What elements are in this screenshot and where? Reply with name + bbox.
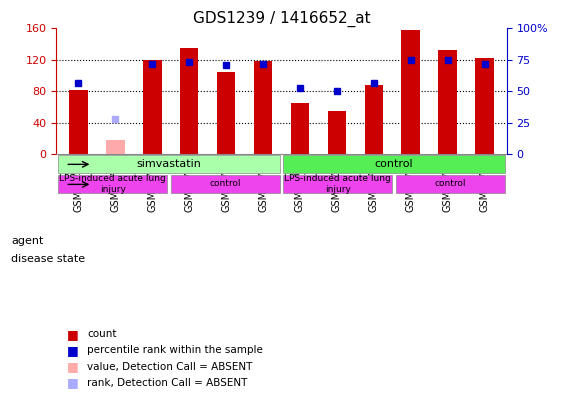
Title: GDS1239 / 1416652_at: GDS1239 / 1416652_at (193, 11, 370, 27)
Text: rank, Detection Call = ABSENT: rank, Detection Call = ABSENT (87, 378, 248, 388)
Bar (475, 58, 494, 154)
Text: control: control (209, 179, 241, 188)
Text: percentile rank within the sample: percentile rank within the sample (87, 345, 263, 355)
Bar (217, 72, 235, 154)
FancyBboxPatch shape (58, 156, 280, 173)
FancyBboxPatch shape (283, 175, 392, 194)
Text: LPS-induced acute lung
injury: LPS-induced acute lung injury (59, 174, 166, 194)
Bar (291, 103, 309, 154)
Bar (254, 62, 272, 154)
Text: value, Detection Call = ABSENT: value, Detection Call = ABSENT (87, 362, 253, 371)
FancyBboxPatch shape (283, 156, 505, 173)
Text: simvastatin: simvastatin (136, 159, 202, 169)
Text: ■: ■ (68, 360, 79, 373)
Bar (106, 140, 124, 154)
Bar (180, 48, 198, 154)
FancyBboxPatch shape (58, 175, 167, 194)
Text: ■: ■ (68, 344, 79, 357)
Bar (401, 30, 420, 154)
FancyBboxPatch shape (171, 175, 280, 194)
Bar (365, 85, 383, 154)
Bar (143, 60, 162, 154)
Bar (69, 90, 88, 154)
Bar (328, 111, 346, 154)
Text: ■: ■ (68, 328, 79, 341)
Text: control: control (375, 159, 413, 169)
Text: ■: ■ (68, 376, 79, 389)
Text: count: count (87, 329, 117, 339)
FancyBboxPatch shape (396, 175, 505, 194)
Bar (439, 49, 457, 154)
Text: control: control (435, 179, 466, 188)
Text: disease state: disease state (11, 254, 86, 264)
Text: LPS-induced acute lung
injury: LPS-induced acute lung injury (284, 174, 391, 194)
Text: agent: agent (11, 236, 44, 246)
